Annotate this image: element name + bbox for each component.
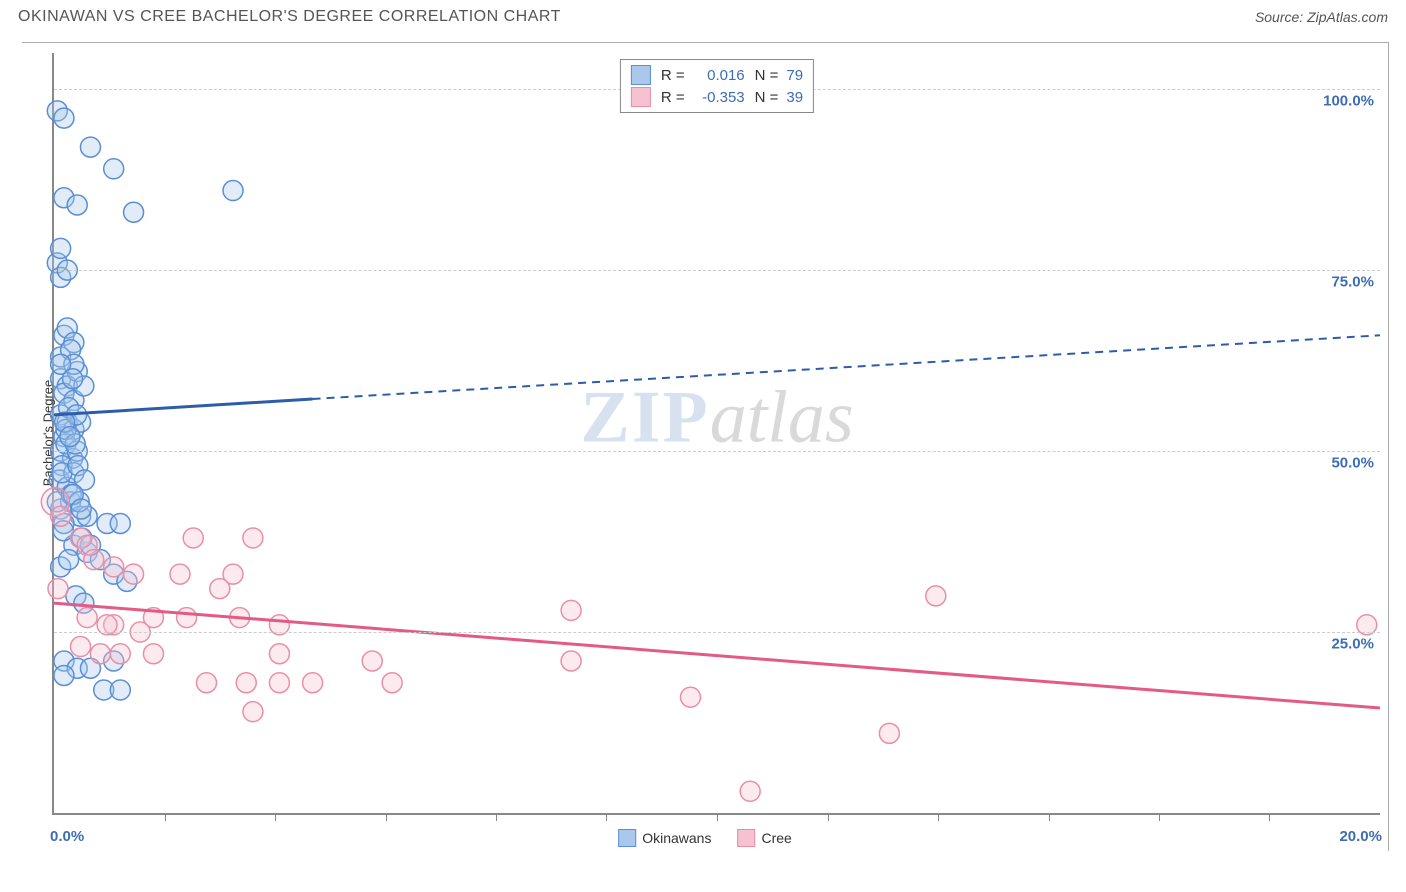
- scatter-point-cree: [269, 644, 289, 664]
- scatter-point-cree: [51, 506, 71, 526]
- y-tick-label: 25.0%: [1331, 636, 1374, 653]
- y-tick-label: 100.0%: [1323, 93, 1374, 110]
- scatter-point-cree: [740, 781, 760, 801]
- source-name: ZipAtlas.com: [1307, 9, 1388, 25]
- stats-legend: R = 0.016 N = 79 R = -0.353 N = 39: [620, 59, 814, 113]
- scatter-point-cree: [680, 687, 700, 707]
- scatter-point-cree: [196, 673, 216, 693]
- scatter-point-okinawans: [124, 202, 144, 222]
- x-tick-label-left: 0.0%: [50, 828, 84, 845]
- scatter-point-okinawans: [67, 195, 87, 215]
- source-prefix: Source:: [1255, 9, 1307, 25]
- grid-line: [54, 632, 1380, 633]
- bottom-legend-swatch-cree: [737, 829, 755, 847]
- scatter-point-okinawans: [110, 680, 130, 700]
- scatter-point-okinawans: [104, 159, 124, 179]
- scatter-point-cree: [926, 586, 946, 606]
- scatter-point-okinawans: [71, 499, 91, 519]
- x-tick: [1269, 813, 1270, 821]
- scatter-point-cree: [170, 564, 190, 584]
- r-label: R =: [661, 67, 685, 84]
- scatter-point-cree: [561, 600, 581, 620]
- scatter-point-cree: [71, 637, 91, 657]
- chart-title: OKINAWAN VS CREE BACHELOR'S DEGREE CORRE…: [18, 8, 561, 26]
- scatter-point-okinawans: [223, 181, 243, 201]
- r-label: R =: [661, 89, 685, 106]
- y-tick-label: 50.0%: [1331, 455, 1374, 472]
- bottom-legend-item-cree: Cree: [737, 829, 791, 847]
- scatter-point-cree: [269, 673, 289, 693]
- x-tick: [275, 813, 276, 821]
- x-tick: [496, 813, 497, 821]
- bottom-legend-item-okinawans: Okinawans: [618, 829, 711, 847]
- scatter-point-cree: [236, 673, 256, 693]
- x-tick-label-right: 20.0%: [1339, 828, 1382, 845]
- scatter-point-cree: [90, 644, 110, 664]
- regression-line-dash-okinawans: [313, 335, 1380, 399]
- stats-legend-row-okinawans: R = 0.016 N = 79: [631, 64, 803, 86]
- r-value-okinawans: 0.016: [693, 67, 745, 84]
- scatter-point-okinawans: [54, 665, 74, 685]
- legend-swatch-okinawans: [631, 65, 651, 85]
- scatter-point-okinawans: [59, 550, 79, 570]
- regression-line-okinawans: [54, 399, 313, 415]
- scatter-point-cree: [243, 528, 263, 548]
- scatter-point-cree: [561, 651, 581, 671]
- scatter-point-cree: [879, 723, 899, 743]
- scatter-point-cree: [210, 579, 230, 599]
- scatter-point-cree: [84, 550, 104, 570]
- stats-legend-row-cree: R = -0.353 N = 39: [631, 86, 803, 108]
- x-tick: [717, 813, 718, 821]
- y-tick-label: 75.0%: [1331, 274, 1374, 291]
- x-tick: [386, 813, 387, 821]
- chart-container: Bachelor's Degree ZIPatlas R = 0.016 N =…: [22, 42, 1389, 851]
- n-value-okinawans: 79: [786, 67, 803, 84]
- x-tick: [1159, 813, 1160, 821]
- scatter-point-cree: [177, 608, 197, 628]
- scatter-point-okinawans: [110, 513, 130, 533]
- x-tick: [828, 813, 829, 821]
- source-attribution: Source: ZipAtlas.com: [1255, 9, 1388, 25]
- n-label: N =: [755, 67, 779, 84]
- n-label: N =: [755, 89, 779, 106]
- n-value-cree: 39: [786, 89, 803, 106]
- scatter-point-cree: [362, 651, 382, 671]
- grid-line: [54, 270, 1380, 271]
- scatter-point-cree: [77, 608, 97, 628]
- scatter-point-okinawans: [51, 238, 71, 258]
- scatter-point-cree: [124, 564, 144, 584]
- scatter-point-okinawans: [60, 427, 80, 447]
- scatter-point-okinawans: [80, 137, 100, 157]
- scatter-point-cree: [183, 528, 203, 548]
- grid-line: [54, 451, 1380, 452]
- plot-svg: [54, 53, 1380, 813]
- scatter-point-okinawans: [63, 369, 83, 389]
- x-tick: [938, 813, 939, 821]
- scatter-point-cree: [104, 557, 124, 577]
- scatter-point-cree: [110, 644, 130, 664]
- bottom-legend-label-okinawans: Okinawans: [642, 830, 711, 846]
- scatter-point-cree: [303, 673, 323, 693]
- x-tick: [606, 813, 607, 821]
- regression-line-cree: [54, 603, 1380, 708]
- x-tick: [165, 813, 166, 821]
- scatter-point-cree: [382, 673, 402, 693]
- scatter-point-cree: [143, 644, 163, 664]
- plot-area: Bachelor's Degree ZIPatlas R = 0.016 N =…: [52, 53, 1380, 815]
- bottom-legend-label-cree: Cree: [761, 830, 791, 846]
- r-value-cree: -0.353: [693, 89, 745, 106]
- bottom-legend-swatch-okinawans: [618, 829, 636, 847]
- scatter-point-cree: [243, 702, 263, 722]
- scatter-point-okinawans: [54, 108, 74, 128]
- bottom-legend: Okinawans Cree: [618, 829, 792, 847]
- scatter-point-cree: [48, 579, 68, 599]
- x-tick: [1049, 813, 1050, 821]
- legend-swatch-cree: [631, 87, 651, 107]
